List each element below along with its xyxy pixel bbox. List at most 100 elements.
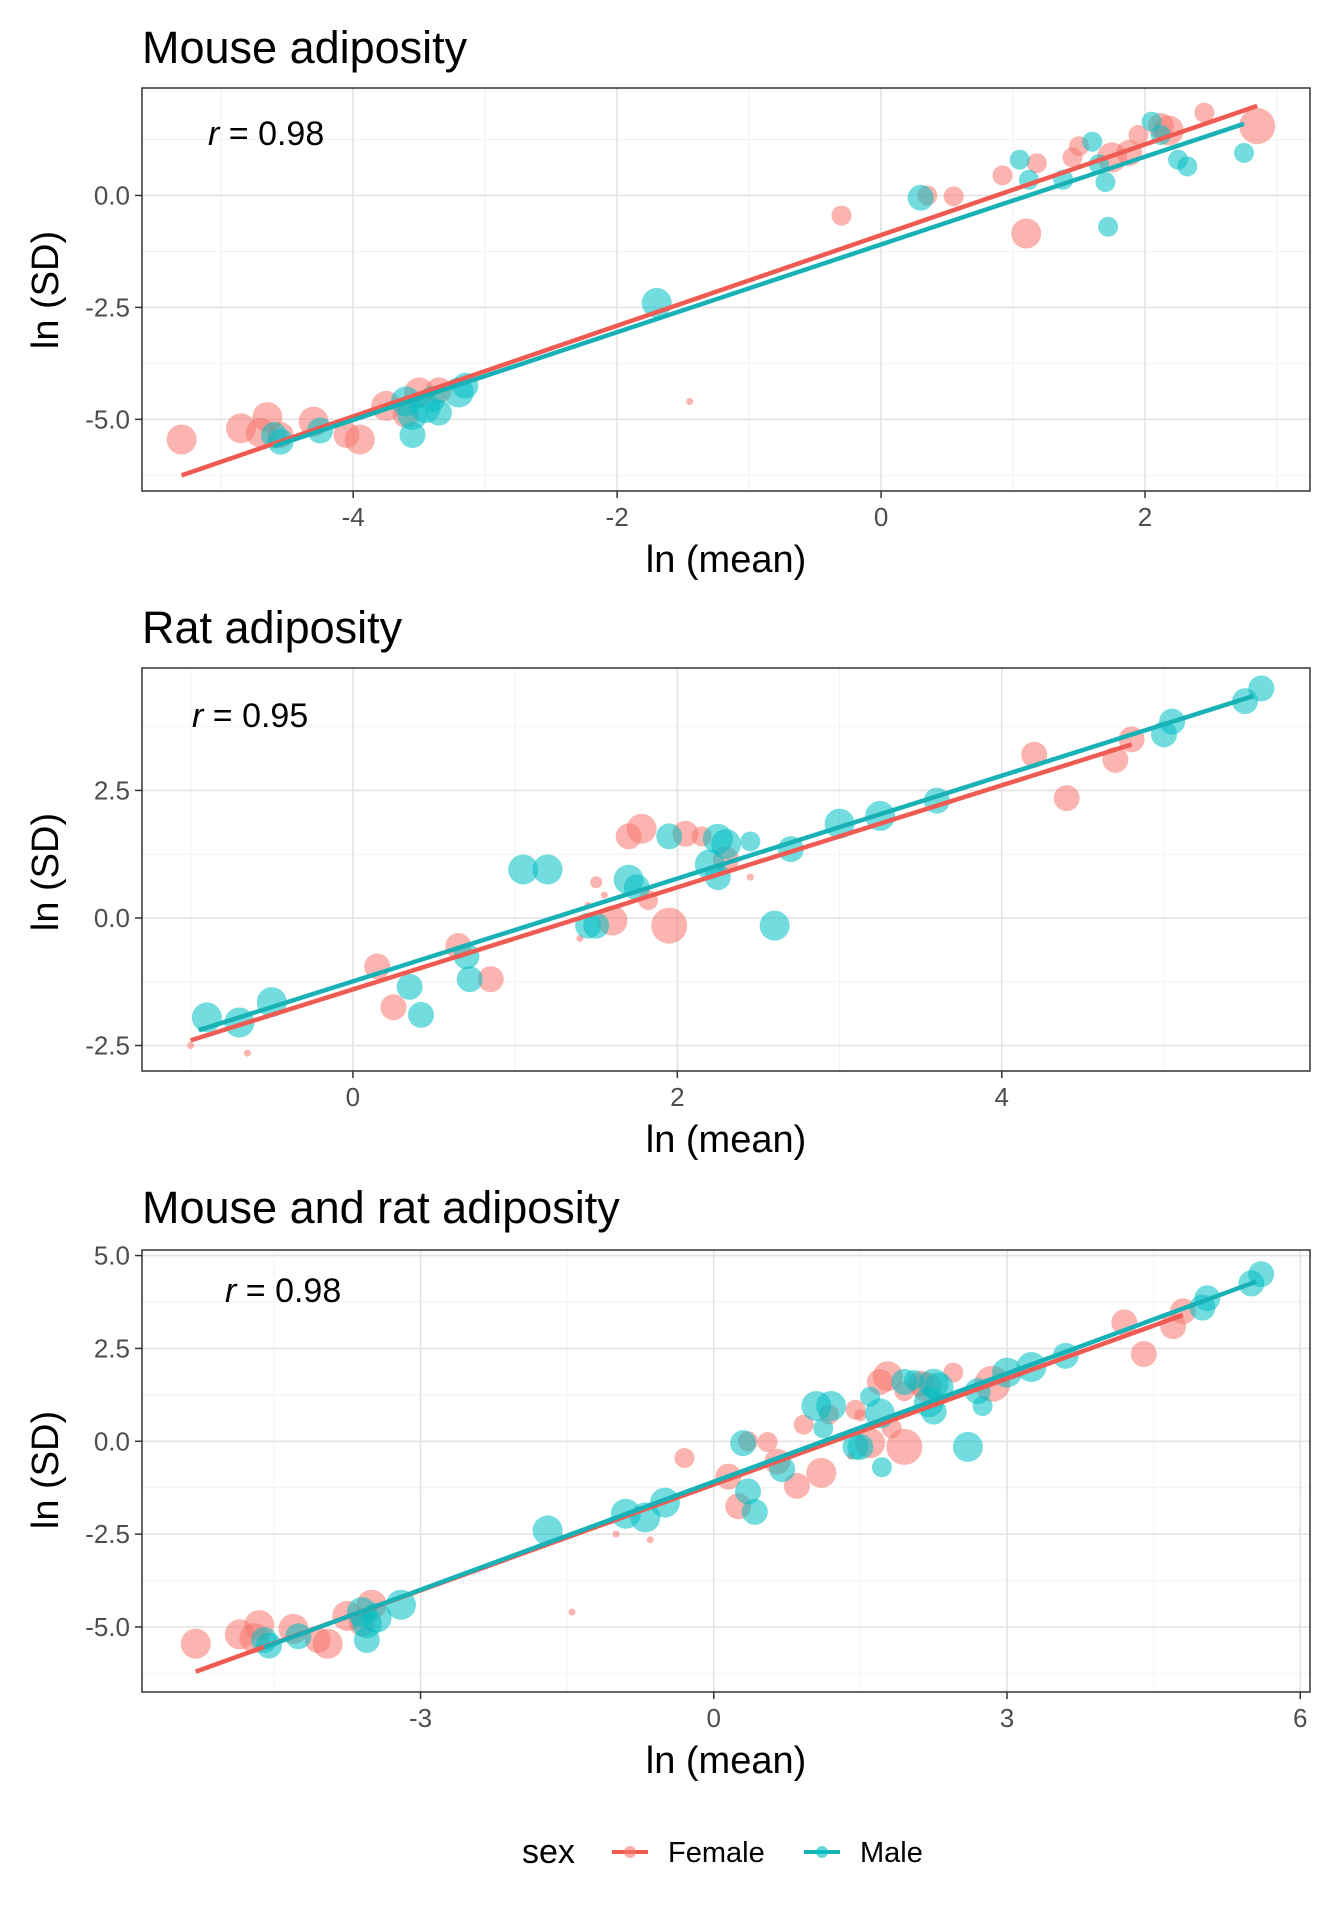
data-point-male	[741, 1498, 768, 1525]
data-point-female	[1053, 785, 1080, 812]
data-point-female	[344, 424, 375, 455]
y-tick-label: -2.5	[85, 1519, 130, 1549]
data-point-female	[187, 1041, 195, 1049]
legend-label-female: Female	[668, 1837, 765, 1869]
data-point-male	[1009, 149, 1030, 170]
y-axis-title: ln (SD)	[25, 813, 67, 931]
data-point-male	[583, 912, 610, 939]
data-point-male	[813, 1418, 834, 1439]
panel-combined: Mouse and rat adiposity -3 0 3 6 -5.0 -2.5 0.…	[25, 1182, 1311, 1782]
y-tick-label: -5.0	[85, 404, 130, 434]
panel-title: Rat adiposity	[142, 602, 403, 653]
data-point-male	[711, 828, 741, 859]
fit-line-male	[273, 121, 1245, 449]
x-axis-title: ln (mean)	[646, 539, 807, 581]
y-axis: -5.0 -2.5 0.0 2.5 5.0	[85, 1241, 142, 1642]
legend-title: sex	[522, 1833, 575, 1871]
x-tick-label: -2	[606, 502, 629, 532]
legend-key-female-point	[624, 1846, 636, 1858]
data-point-male	[907, 184, 934, 211]
fit-lines	[180, 103, 1258, 478]
y-tick-label: 2.5	[94, 775, 130, 805]
data-point-male	[456, 966, 483, 993]
x-tick-label: 3	[1000, 1703, 1014, 1733]
data-point-male	[396, 973, 423, 1000]
data-point-female	[477, 966, 504, 993]
x-axis: -4 -2 0 2	[342, 491, 1152, 532]
data-point-female	[831, 205, 852, 226]
data-point-female	[783, 1472, 810, 1499]
data-point-female	[992, 165, 1013, 186]
data-point-male	[816, 1391, 847, 1421]
fit-line-male	[198, 693, 1254, 1033]
data-point-female	[568, 1608, 576, 1616]
legend: sex Female Male	[522, 1833, 923, 1871]
x-tick-label: 2	[670, 1082, 684, 1112]
y-axis-title: ln (SD)	[25, 231, 67, 349]
legend-key-male-point	[816, 1846, 828, 1858]
data-point-female	[854, 1409, 867, 1422]
data-point-female	[1128, 125, 1149, 146]
panel-border	[141, 87, 1311, 492]
data-point-female	[943, 186, 964, 207]
y-tick-label: -2.5	[85, 292, 130, 322]
fit-line-female	[180, 103, 1258, 478]
y-tick-label: 0.0	[94, 1426, 130, 1456]
y-tick-label: 2.5	[94, 1333, 130, 1363]
data-point-female	[612, 1530, 620, 1538]
r-annotation: r = 0.98	[208, 115, 324, 153]
x-tick-label: 0	[707, 1703, 721, 1733]
panel-title: Mouse and rat adiposity	[142, 1182, 620, 1233]
fit-lines	[189, 693, 1254, 1043]
data-point-male	[734, 1478, 761, 1505]
x-tick-label: 6	[1293, 1703, 1307, 1733]
data-point-male	[508, 854, 539, 885]
fit-line-female	[189, 742, 1133, 1043]
data-point-female	[1130, 1341, 1157, 1367]
x-tick-label: 4	[995, 1082, 1009, 1112]
x-axis: -3 0 3 6	[409, 1692, 1307, 1733]
data-point-female	[312, 1628, 343, 1659]
data-point-male	[730, 1430, 757, 1457]
data-point-male	[353, 1627, 380, 1653]
y-axis: -5.0 -2.5 0.0	[85, 180, 142, 434]
x-tick-label: -4	[342, 502, 365, 532]
data-point-male	[1082, 131, 1103, 152]
y-tick-label: 0.0	[94, 180, 130, 210]
r-annotation: r = 0.98	[225, 1272, 341, 1310]
data-point-female	[806, 1457, 837, 1488]
data-point-male	[408, 1001, 435, 1028]
r-annotation: r = 0.95	[192, 697, 308, 735]
data-point-male	[386, 1589, 417, 1620]
data-point-female	[886, 1428, 923, 1465]
data-point-female	[166, 424, 197, 455]
data-point-female	[626, 813, 657, 844]
data-point-male	[1234, 142, 1255, 163]
data-point-male	[1095, 172, 1116, 193]
data-point-male	[399, 422, 426, 449]
data-point-female	[793, 1414, 814, 1435]
data-point-female	[243, 1049, 251, 1057]
data-point-female	[600, 891, 608, 899]
data-point-male	[656, 823, 683, 850]
y-axis: -2.5 0.0 2.5	[85, 775, 142, 1060]
data-point-male	[847, 1433, 874, 1460]
panel-mouse: Mouse adiposity -4 -2 0 2 -5.0 -2.5 0.0 r = 0…	[25, 22, 1311, 581]
y-axis-title: ln (SD)	[25, 1411, 67, 1529]
y-tick-label: -2.5	[85, 1030, 130, 1060]
data-point-female	[590, 876, 603, 889]
data-point-female	[380, 994, 407, 1021]
fit-line-male	[263, 1279, 1258, 1650]
data-point-male	[871, 1457, 892, 1478]
data-point-male	[972, 1396, 993, 1416]
data-point-male	[425, 399, 452, 426]
data-point-female	[646, 1536, 654, 1544]
x-axis: 0 2 4	[346, 1071, 1009, 1112]
legend-item-male: Male	[804, 1837, 923, 1869]
data-point-female	[746, 873, 754, 881]
data-point-female	[1011, 218, 1042, 249]
x-axis-title: ln (mean)	[646, 1740, 807, 1782]
fit-lines	[194, 1279, 1258, 1674]
x-tick-label: 0	[346, 1082, 360, 1112]
